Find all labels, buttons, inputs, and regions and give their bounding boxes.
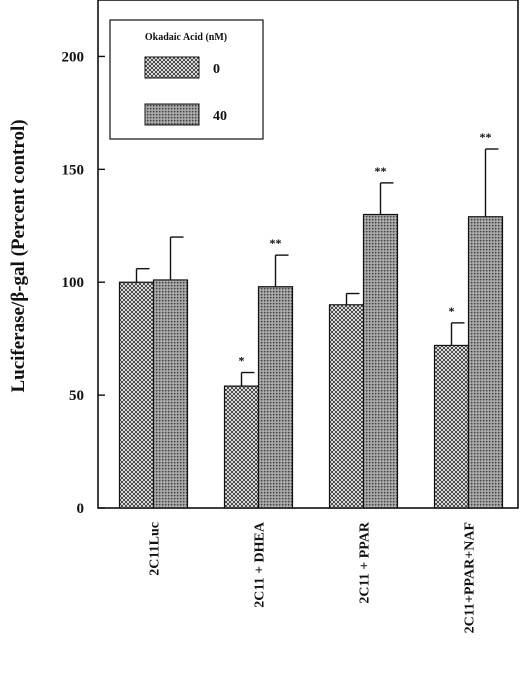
bar-0-1: [152, 279, 189, 509]
significance-mark-1-1: **: [270, 236, 282, 250]
legend-label-0: 0: [213, 62, 220, 77]
bar-0-0: [118, 281, 155, 509]
bar-3-1: [467, 216, 504, 509]
y-axis-title: Luciferase/β-gal (Percent control): [8, 119, 29, 392]
bar-3-0: [433, 344, 470, 509]
bar-1-0: [223, 385, 260, 509]
category-label-3: 2C11+PPAR+NAF: [463, 522, 478, 633]
bars-group: ********: [118, 130, 504, 509]
legend-swatch-0: [144, 56, 200, 79]
category-label-1: 2C11 + DHEA: [253, 521, 268, 608]
legend-title: Okadaic Acid (nM): [145, 32, 227, 43]
significance-mark-3-1: **: [480, 130, 492, 144]
significance-mark-2-1: **: [375, 164, 387, 178]
legend: Okadaic Acid (nM) 0 40: [109, 19, 264, 140]
bar-2-0: [328, 304, 365, 509]
y-tick-label-0: 0: [77, 501, 85, 517]
legend-swatch-1: [144, 103, 200, 126]
category-label-0: 2C11Luc: [148, 522, 163, 576]
y-tick-label-2: 100: [62, 275, 85, 291]
plot-frame: [97, 0, 519, 509]
category-label-2: 2C11 + PPAR: [358, 521, 373, 603]
bar-2-1: [362, 213, 399, 509]
y-axis: 0 50 100 150 200: [62, 49, 105, 517]
significance-mark-1-0: *: [239, 354, 245, 368]
y-tick-label-1: 50: [69, 388, 84, 404]
y-tick-label-4: 200: [62, 49, 85, 65]
legend-label-1: 40: [213, 109, 227, 124]
significance-mark-3-0: *: [449, 304, 455, 318]
bar-1-1: [257, 286, 294, 509]
category-labels: 2C11Luc 2C11 + DHEA 2C11 + PPAR 2C11+PPAR+N…: [148, 521, 478, 633]
y-tick-label-3: 150: [62, 162, 85, 178]
